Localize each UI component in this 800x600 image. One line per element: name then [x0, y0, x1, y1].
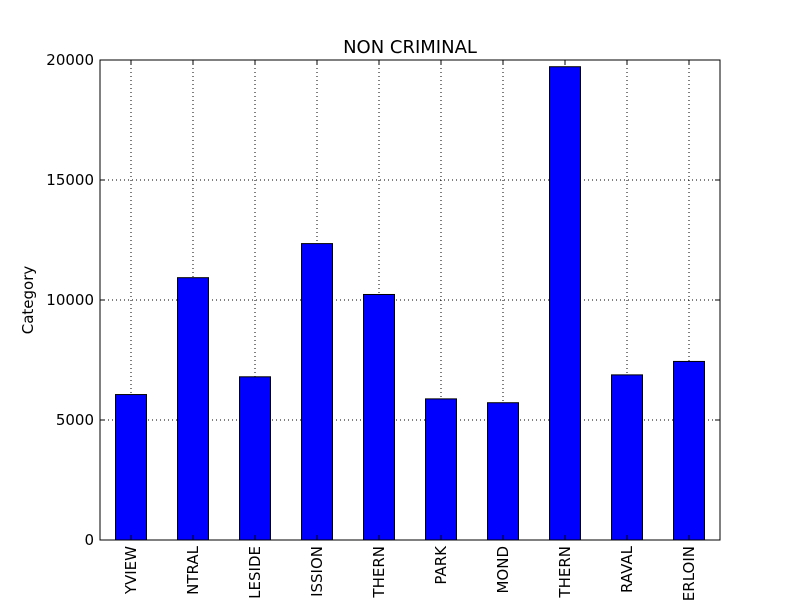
- x-tick-label: LESIDE: [246, 546, 264, 599]
- y-tick-label: 5000: [56, 411, 94, 429]
- chart-title: NON CRIMINAL: [343, 37, 477, 58]
- x-tick-label: MOND: [494, 546, 512, 594]
- x-tick-label: NTRAL: [184, 545, 202, 594]
- bar: [115, 394, 147, 541]
- bar: [425, 398, 457, 541]
- bars: [115, 66, 705, 541]
- y-tick-label: 20000: [46, 51, 94, 69]
- y-tick-label: 15000: [46, 171, 94, 189]
- x-tick-label: RAVAL: [618, 545, 636, 593]
- y-axis-label: Category: [19, 266, 37, 335]
- bar: [239, 376, 271, 541]
- y-tick-label: 0: [84, 531, 94, 549]
- bar: [549, 66, 581, 541]
- bar: [673, 360, 705, 541]
- x-tick-label: THERN: [556, 546, 574, 599]
- bar: [611, 374, 643, 541]
- bar: [177, 277, 209, 541]
- x-tick-label: ISSION: [308, 546, 326, 597]
- plot-frame: [99, 59, 721, 541]
- x-tick-label: PARK: [432, 545, 450, 585]
- x-tick-label: ERLOIN: [680, 546, 698, 600]
- x-tick-label: THERN: [370, 546, 388, 599]
- bar: [363, 293, 395, 541]
- bar: [487, 402, 519, 541]
- x-ticks: YVIEW NTRAL LESIDE ISSION THERN PARK MOND THERN…: [122, 60, 698, 600]
- x-tick-label: YVIEW: [122, 546, 140, 595]
- bar: [301, 243, 333, 541]
- y-tick-label: 10000: [46, 291, 94, 309]
